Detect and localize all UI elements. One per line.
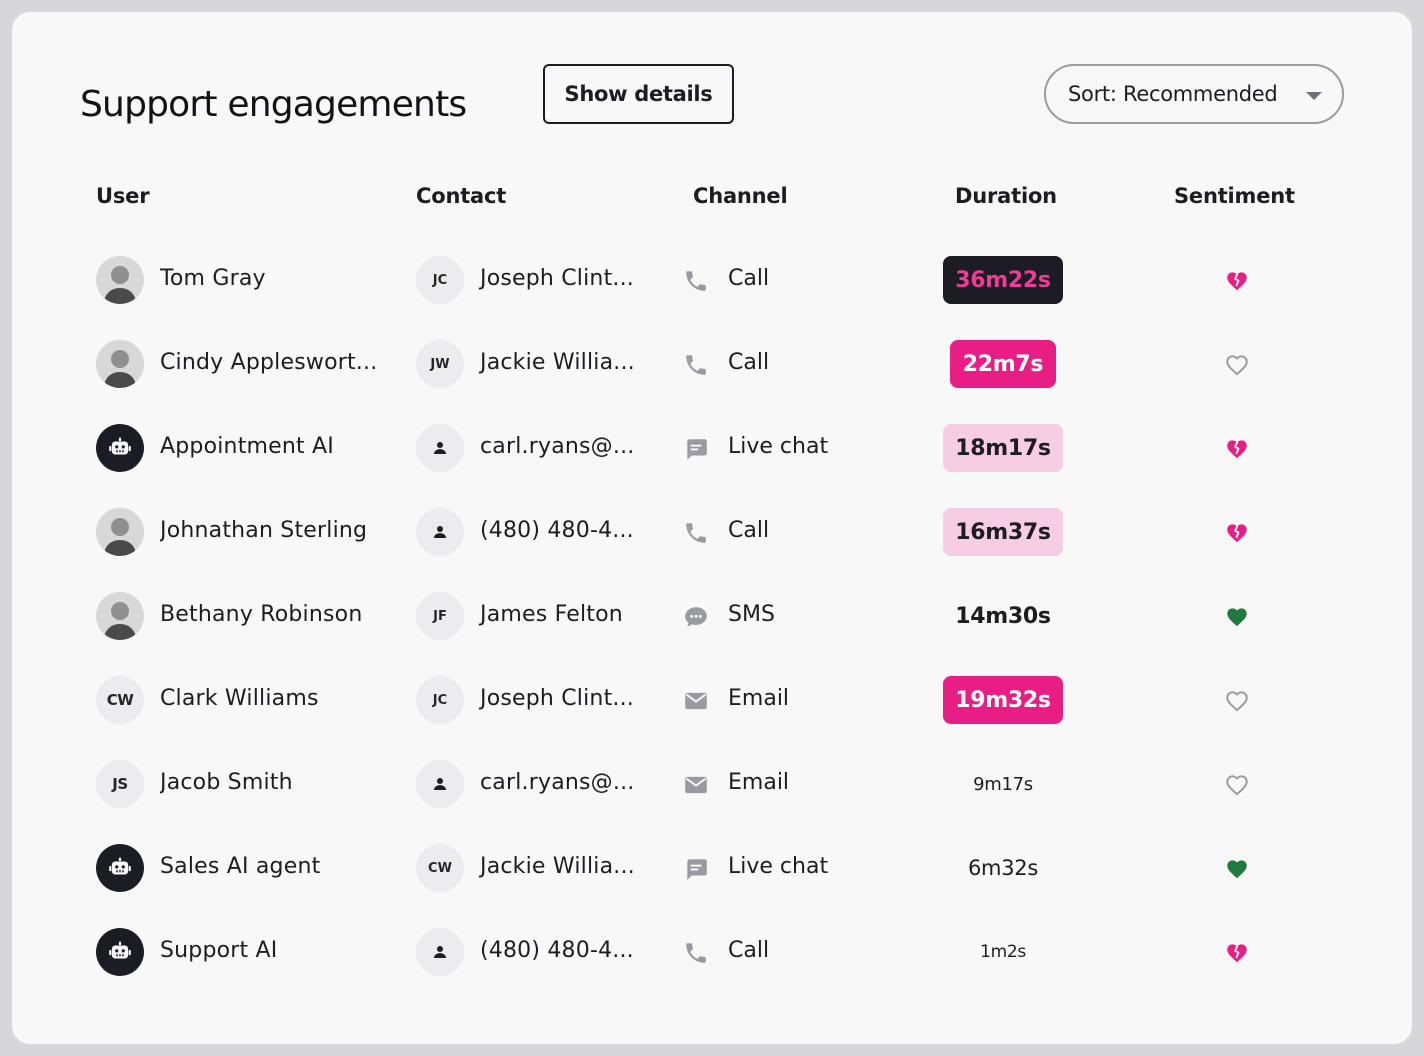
heart-outline-icon[interactable] (1224, 688, 1250, 714)
table-row[interactable]: Sales AI agent CW Jackie Willia... Live … (12, 838, 1412, 898)
column-header-channel[interactable]: Channel (693, 184, 788, 208)
channel-label: Email (728, 770, 790, 795)
channel-label: Live chat (728, 854, 829, 879)
user-avatar: JS (96, 760, 144, 808)
broken-heart-icon[interactable] (1224, 520, 1250, 546)
contact-name[interactable]: Joseph Clint... (480, 686, 634, 711)
sort-label: Sort: Recommended (1068, 82, 1278, 106)
heart-filled-icon[interactable] (1224, 856, 1250, 882)
user-name[interactable]: Bethany Robinson (160, 602, 363, 627)
channel-label: Call (728, 938, 770, 963)
broken-heart-icon[interactable] (1224, 436, 1250, 462)
duration-badge: 14m30s (955, 603, 1051, 629)
heart-filled-icon[interactable] (1224, 604, 1250, 630)
duration-badge: 19m32s (943, 676, 1063, 724)
contact-avatar: JW (416, 340, 464, 388)
user-avatar (96, 592, 144, 640)
user-avatar (96, 256, 144, 304)
channel-label: Call (728, 350, 770, 375)
duration-badge: 1m2s (980, 942, 1026, 962)
user-name[interactable]: Cindy Appleswort... (160, 350, 378, 375)
contact-name[interactable]: carl.ryans@... (480, 434, 635, 459)
contact-avatar: JC (416, 676, 464, 724)
contact-name[interactable]: (480) 480-4... (480, 518, 634, 543)
engagements-card: Support engagements Show details Sort: R… (12, 12, 1412, 1044)
broken-heart-icon[interactable] (1224, 940, 1250, 966)
table-row[interactable]: Johnathan Sterling (480) 480-4... Call 1… (12, 502, 1412, 562)
user-avatar (96, 340, 144, 388)
user-name[interactable]: Johnathan Sterling (160, 518, 368, 543)
duration-badge: 36m22s (943, 256, 1063, 304)
duration-badge: 18m17s (943, 424, 1063, 472)
contact-name[interactable]: (480) 480-4... (480, 938, 634, 963)
show-details-button[interactable]: Show details (543, 64, 734, 124)
robot-icon (96, 844, 144, 892)
duration-badge: 22m7s (950, 340, 1056, 388)
chat-bubble-icon (683, 436, 709, 462)
phone-icon (683, 520, 709, 546)
user-name[interactable]: Jacob Smith (160, 770, 293, 795)
column-header-duration[interactable]: Duration (955, 184, 1057, 208)
user-avatar (96, 508, 144, 556)
phone-icon (683, 352, 709, 378)
column-header-sentiment[interactable]: Sentiment (1174, 184, 1295, 208)
duration-badge: 6m32s (968, 856, 1038, 880)
sms-icon (683, 604, 709, 630)
person-icon (416, 928, 464, 976)
heart-outline-icon[interactable] (1224, 772, 1250, 798)
contact-avatar: CW (416, 844, 464, 892)
table-row[interactable]: Support AI (480) 480-4... Call 1m2s (12, 922, 1412, 982)
duration-badge: 9m17s (973, 773, 1033, 795)
phone-icon (683, 940, 709, 966)
contact-name[interactable]: Jackie Willia... (480, 854, 635, 879)
user-name[interactable]: Support AI (160, 938, 278, 963)
channel-label: Call (728, 266, 770, 291)
user-name[interactable]: Appointment AI (160, 434, 334, 459)
table-row[interactable]: CW Clark Williams JC Joseph Clint... Ema… (12, 670, 1412, 730)
contact-name[interactable]: carl.ryans@... (480, 770, 635, 795)
channel-label: Email (728, 686, 790, 711)
envelope-icon (683, 688, 709, 714)
contact-avatar: JF (416, 592, 464, 640)
duration-badge: 16m37s (943, 508, 1063, 556)
channel-label: Live chat (728, 434, 829, 459)
user-avatar: CW (96, 676, 144, 724)
page-title: Support engagements (80, 84, 467, 125)
table-row[interactable]: Cindy Appleswort... JW Jackie Willia... … (12, 334, 1412, 394)
table-row[interactable]: Appointment AI carl.ryans@... Live chat … (12, 418, 1412, 478)
table-row[interactable]: JS Jacob Smith carl.ryans@... Email 9m17… (12, 754, 1412, 814)
chat-bubble-icon (683, 856, 709, 882)
table-row[interactable]: Tom Gray JC Joseph Clint... Call 36m22s (12, 250, 1412, 310)
contact-name[interactable]: James Felton (480, 602, 623, 627)
contact-name[interactable]: Joseph Clint... (480, 266, 634, 291)
phone-icon (683, 268, 709, 294)
sort-dropdown[interactable]: Sort: Recommended (1044, 64, 1344, 124)
column-header-contact[interactable]: Contact (416, 184, 507, 208)
channel-label: SMS (728, 602, 775, 627)
person-icon (416, 424, 464, 472)
column-header-user[interactable]: User (96, 184, 150, 208)
robot-icon (96, 928, 144, 976)
broken-heart-icon[interactable] (1224, 268, 1250, 294)
table-row[interactable]: Bethany Robinson JF James Felton SMS 14m… (12, 586, 1412, 646)
envelope-icon (683, 772, 709, 798)
contact-avatar: JC (416, 256, 464, 304)
user-name[interactable]: Clark Williams (160, 686, 319, 711)
person-icon (416, 508, 464, 556)
chevron-down-icon (1306, 92, 1322, 100)
person-icon (416, 760, 464, 808)
contact-name[interactable]: Jackie Willia... (480, 350, 635, 375)
robot-icon (96, 424, 144, 472)
user-name[interactable]: Tom Gray (160, 266, 266, 291)
channel-label: Call (728, 518, 770, 543)
user-name[interactable]: Sales AI agent (160, 854, 321, 879)
heart-outline-icon[interactable] (1224, 352, 1250, 378)
